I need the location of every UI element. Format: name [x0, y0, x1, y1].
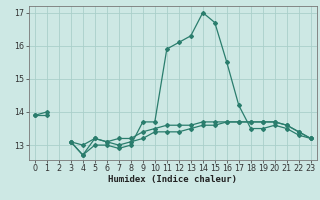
- X-axis label: Humidex (Indice chaleur): Humidex (Indice chaleur): [108, 175, 237, 184]
